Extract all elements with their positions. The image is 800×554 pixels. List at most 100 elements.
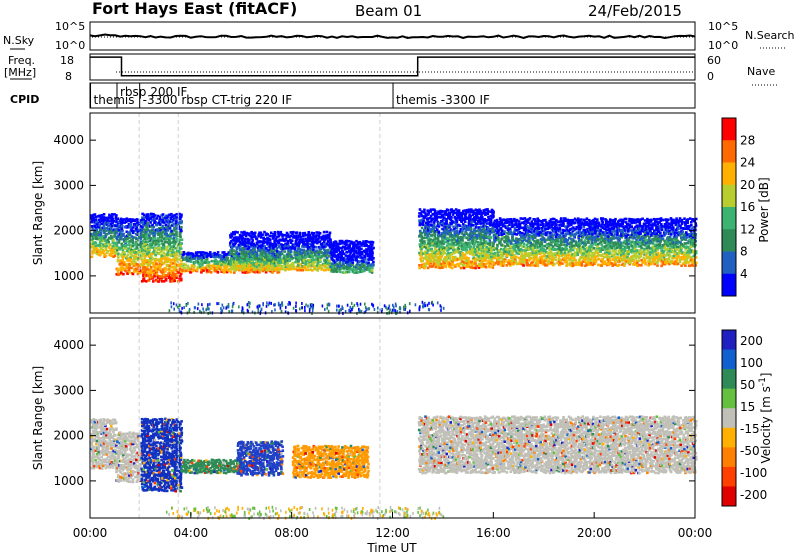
range-gate-cell <box>124 242 127 245</box>
range-gate-cell <box>93 224 96 227</box>
range-gate-cell <box>239 268 243 271</box>
range-gate-cell <box>327 263 331 266</box>
range-gate-cell <box>152 241 155 245</box>
range-gate-cell <box>565 247 568 251</box>
range-gate-cell <box>479 239 483 243</box>
range-gate-cell <box>308 260 311 264</box>
range-gate-cell <box>286 233 290 236</box>
range-gate-cell <box>122 255 126 258</box>
range-gate-cell <box>139 231 143 234</box>
range-gate-cell <box>120 227 124 231</box>
range-gate-cell <box>114 216 118 219</box>
range-gate-cell <box>110 235 113 238</box>
range-gate-cell <box>311 241 315 244</box>
range-gate-cell <box>96 252 99 256</box>
range-gate-cell <box>142 213 146 217</box>
range-gate-cell <box>432 244 436 247</box>
range-gate-cell <box>573 221 577 225</box>
range-gate-cell <box>279 238 283 242</box>
range-gate-cell <box>108 230 112 233</box>
range-gate-cell <box>441 245 444 248</box>
range-gate-cell <box>247 252 251 255</box>
range-gate-cell <box>250 234 253 238</box>
range-gate-cell <box>315 246 318 249</box>
range-gate-cell <box>155 222 159 225</box>
range-gate-cell <box>164 269 167 273</box>
range-gate-cell <box>156 237 160 240</box>
range-gate-cell <box>235 246 239 249</box>
range-gate-cell <box>482 228 486 231</box>
range-gate-cell <box>160 258 163 261</box>
range-gate-cell <box>150 254 153 258</box>
range-gate-cell <box>191 252 195 256</box>
range-gate-cell <box>152 237 155 241</box>
range-gate-cell <box>162 216 165 220</box>
range-gate-cell <box>341 252 344 256</box>
range-gate-cell <box>124 247 128 250</box>
range-gate-cell <box>211 264 214 268</box>
range-gate-cell <box>130 238 133 242</box>
range-gate-cell <box>133 257 137 261</box>
range-gate-cell <box>197 262 201 266</box>
range-gate-cell <box>424 264 427 268</box>
range-gate-cell <box>173 257 176 260</box>
range-gate-cell <box>232 264 236 267</box>
range-gate-cell <box>174 224 178 227</box>
range-gate-cell <box>293 245 297 249</box>
range-gate-cell <box>333 253 336 256</box>
range-gate-cell <box>280 252 284 255</box>
range-gate-cell <box>286 259 289 262</box>
range-gate-cell <box>271 245 275 248</box>
range-gate-cell <box>216 264 219 267</box>
range-gate-cell <box>207 262 211 266</box>
range-gate-cell <box>209 252 212 256</box>
range-gate-cell <box>145 215 148 218</box>
range-gate-cell <box>283 247 286 250</box>
range-gate-cell <box>326 266 330 270</box>
range-gate-cell <box>162 226 166 230</box>
range-gate-cell <box>173 239 176 242</box>
range-gate-cell <box>245 241 248 245</box>
range-gate-cell <box>122 232 125 236</box>
range-gate-cell <box>104 235 108 238</box>
range-gate-cell <box>258 248 261 252</box>
range-gate-cell <box>117 224 121 228</box>
range-gate-cell <box>566 256 570 259</box>
range-gate-cell <box>301 235 305 238</box>
range-gate-cell <box>282 256 286 260</box>
range-gate-cell <box>284 242 287 245</box>
range-gate-cell <box>144 242 147 245</box>
range-gate-cell <box>291 236 295 239</box>
range-gate-cell <box>236 258 239 261</box>
range-gate-cell <box>218 264 222 268</box>
range-gate-cell <box>115 243 118 246</box>
range-gate-cell <box>158 226 161 230</box>
range-gate-cell <box>208 269 211 272</box>
range-gate-cell <box>94 230 97 233</box>
range-gate-cell <box>298 233 302 236</box>
range-gate-cell <box>479 209 482 213</box>
range-gate-cell <box>186 255 189 258</box>
range-gate-cell <box>270 258 273 262</box>
range-gate-cell <box>206 264 209 267</box>
range-gate-cell <box>169 249 172 253</box>
range-gate-cell <box>138 235 141 239</box>
range-gate-cell <box>320 251 324 254</box>
range-gate-cell <box>122 243 126 247</box>
range-gate-cell <box>515 255 518 259</box>
range-gate-cell <box>316 267 320 270</box>
range-gate-cell <box>208 251 212 254</box>
range-gate-cell <box>583 247 587 251</box>
range-gate-cell <box>134 229 137 232</box>
range-gate-cell <box>219 256 223 260</box>
range-gate-cell <box>175 252 179 256</box>
range-gate-cell <box>153 229 156 232</box>
range-gate-cell <box>151 277 155 280</box>
range-gate-cell <box>571 218 575 222</box>
range-gate-cell <box>169 254 173 258</box>
range-gate-cell <box>260 244 263 247</box>
range-gate-cell <box>184 258 188 261</box>
range-gate-cell <box>244 260 247 264</box>
range-gate-cell <box>250 237 253 240</box>
range-gate-cell <box>128 270 131 274</box>
